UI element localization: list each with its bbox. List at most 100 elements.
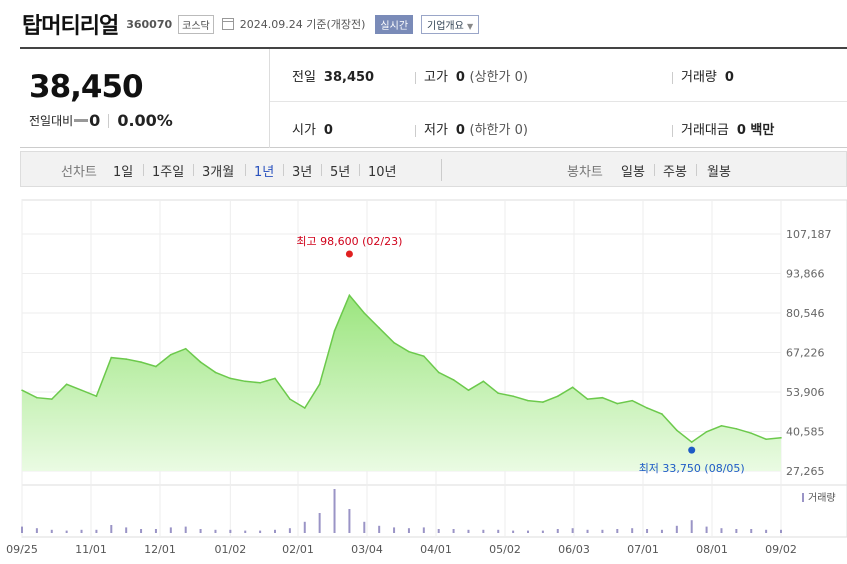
- calendar-icon: [221, 18, 234, 30]
- y-tick-label: 27,265: [786, 465, 825, 478]
- volume-label: 거래량: [681, 70, 717, 85]
- price-panel: 38,450 전일대비 0 0.00%: [20, 49, 270, 148]
- tab-3y[interactable]: 3년: [292, 165, 313, 180]
- volume-bar: [527, 530, 529, 533]
- volume-bar: [631, 528, 634, 533]
- x-tick-label: 01/02: [215, 543, 247, 556]
- volume-bar: [318, 513, 321, 533]
- max-marker: [345, 250, 353, 258]
- volume-bar: [705, 526, 708, 533]
- divider: [415, 71, 416, 84]
- low-price: 저가 0 (하한가 0): [415, 119, 528, 138]
- volume-bar: [80, 529, 83, 533]
- divider: [193, 164, 194, 176]
- open-price: 시가 0: [292, 119, 333, 138]
- price-point: [646, 407, 648, 409]
- y-tick-label: 53,906: [786, 386, 825, 399]
- price-point: [601, 396, 604, 399]
- volume-bar: [660, 529, 663, 533]
- x-tick-label: 09/25: [6, 543, 38, 556]
- open-label: 시가: [292, 123, 316, 138]
- quote-date: 2024.09.24 기준(개장전): [239, 18, 366, 31]
- candle-chart-label: 봉차트: [567, 165, 603, 180]
- divider: [245, 164, 246, 176]
- divider: [672, 124, 673, 137]
- divider: [359, 164, 360, 176]
- quote-summary: 38,450 전일대비 0 0.00% 전일 38,450 고가 0 (상한가 0)…: [20, 47, 847, 148]
- price-point: [184, 347, 187, 350]
- price-point: [631, 399, 633, 402]
- price-point: [50, 398, 53, 400]
- volume-legend-label: 거래량: [808, 492, 836, 504]
- price-point: [705, 430, 708, 433]
- price-point: [95, 395, 98, 397]
- price-point: [482, 380, 485, 383]
- max-label: 최고 98,600 (02/23): [296, 235, 402, 248]
- high-price: 고가 0 (상한가 0): [415, 66, 528, 85]
- volume-bar: [154, 529, 157, 533]
- realtime-button[interactable]: 실시간: [375, 14, 414, 34]
- divider: [143, 164, 144, 176]
- volume-bar: [274, 529, 276, 533]
- x-tick-label: 08/01: [696, 543, 728, 556]
- tab-weekly[interactable]: 주봉: [663, 165, 687, 180]
- volume-bar: [422, 527, 425, 533]
- price-point: [155, 365, 157, 368]
- volume-bar: [110, 525, 113, 533]
- volume-bar: [35, 528, 38, 533]
- tab-3m[interactable]: 3개월: [202, 165, 235, 180]
- volume-bar: [616, 529, 619, 533]
- divider: [108, 113, 110, 128]
- x-tick-label: 09/02: [765, 543, 797, 556]
- lower-limit: (하한가 0): [469, 123, 528, 138]
- current-price: 38,450: [29, 69, 144, 105]
- divider: [415, 124, 416, 137]
- volume-bar: [333, 489, 336, 533]
- volume-bar: [65, 530, 68, 533]
- open-value: 0: [323, 123, 333, 138]
- min-marker: [688, 446, 696, 454]
- change-percent: 0.00%: [117, 111, 173, 130]
- volume-value: 0: [724, 70, 734, 85]
- volume-bar: [378, 525, 381, 533]
- volume-bar: [140, 529, 143, 533]
- company-info-dropdown[interactable]: 기업개요 ▼: [421, 14, 480, 34]
- price-point: [140, 361, 142, 363]
- price-point: [735, 427, 738, 430]
- volume-bar: [169, 527, 172, 533]
- tab-1d[interactable]: 1일: [113, 165, 134, 180]
- chart-period-tabs: 선차트 1일 1주일 3개월 1년 3년 5년 10년 봉차트 일봉 주봉 월봉: [20, 151, 847, 187]
- tab-daily[interactable]: 일봉: [621, 165, 645, 180]
- volume-bar: [556, 529, 559, 533]
- prev-close-value: 38,450: [323, 70, 375, 85]
- tab-monthly[interactable]: 월봉: [707, 165, 731, 180]
- price-point: [244, 380, 247, 383]
- volume-bar: [646, 529, 649, 533]
- x-tick-label: 02/01: [282, 543, 314, 556]
- volume-bar: [348, 509, 351, 533]
- volume-bar: [735, 529, 738, 533]
- price-point: [289, 398, 291, 400]
- price-point: [497, 392, 500, 395]
- volume-bar: [720, 528, 723, 533]
- change-value: 0: [89, 111, 101, 130]
- volume-bar: [363, 521, 366, 533]
- price-point: [676, 429, 678, 432]
- price-point: [571, 386, 574, 389]
- high-label: 고가: [424, 70, 448, 85]
- price-point: [765, 438, 767, 440]
- tab-1w[interactable]: 1주일: [152, 165, 185, 180]
- volume-bar: [229, 529, 232, 533]
- price-point: [408, 350, 410, 353]
- volume-bar: [303, 521, 306, 533]
- price-point: [452, 379, 455, 381]
- tab-1y[interactable]: 1년: [254, 165, 275, 180]
- price-area: [22, 295, 781, 471]
- price-point: [125, 358, 127, 360]
- volume-bar: [125, 527, 128, 533]
- divider: [283, 164, 284, 176]
- price-point: [556, 395, 559, 397]
- tab-10y[interactable]: 10년: [368, 165, 397, 180]
- prev-close-label: 전일: [292, 70, 316, 85]
- tab-5y[interactable]: 5년: [330, 165, 351, 180]
